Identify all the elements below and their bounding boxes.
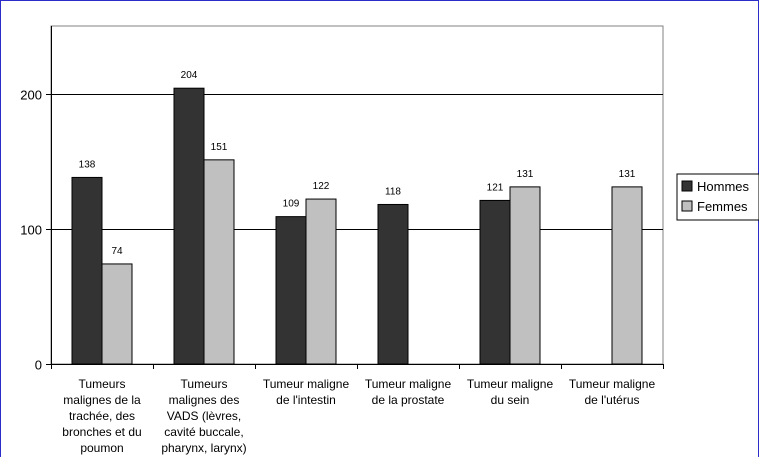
legend-label-hommes: Hommes (697, 179, 750, 194)
category-label-line: du sein (491, 393, 530, 407)
y-tick-label: 200 (20, 88, 42, 103)
category-label-line: malignes des (169, 393, 240, 407)
category-label: Tumeur maligne de l'utérus (569, 377, 656, 407)
y-tick-label: 0 (35, 358, 42, 373)
bar-hommes (275, 216, 307, 365)
category-label-line: malignes de la (63, 393, 141, 407)
x-axis: Tumeurs malignes de la trachée, des bronche… (51, 364, 664, 455)
category-label-line: Tumeur maligne (263, 377, 350, 391)
category-label-line: de l'intestin (276, 393, 336, 407)
legend-label-femmes: Femmes (697, 199, 748, 214)
gridlines (51, 94, 663, 230)
bar-hommes (479, 199, 511, 365)
data-label: 122 (313, 181, 330, 192)
category-label-line: de l'utérus (585, 393, 640, 407)
y-axis: 0 100 200 (20, 26, 52, 373)
category-label-line: Tumeur maligne (569, 377, 656, 391)
data-labels: 138 204 109 118 121 74 151 122 131 131 (79, 70, 636, 257)
category-label-line: bronches et du (62, 425, 141, 439)
category-label-line: poumon (80, 441, 123, 455)
bar-hommes (71, 176, 103, 365)
data-label: 109 (283, 199, 300, 210)
data-label: 151 (211, 142, 228, 153)
bars (71, 87, 643, 365)
data-label: 118 (385, 186, 401, 197)
bar-hommes (377, 203, 409, 365)
data-label: 204 (181, 70, 198, 81)
category-label-line: trachée, des (69, 409, 135, 423)
category-label: Tumeur maligne de l'intestin (263, 377, 350, 407)
category-label-line: Tumeur maligne (467, 377, 554, 391)
bar-femmes (305, 198, 337, 365)
bar-femmes (203, 159, 235, 365)
legend-swatch-femmes (681, 200, 693, 212)
category-label-line: Tumeurs (181, 377, 228, 391)
legend: Hommes Femmes (676, 173, 759, 221)
category-label: Tumeurs malignes des VADS (lèvres, cavité b… (161, 377, 246, 455)
data-label: 74 (111, 246, 123, 257)
category-label-line: VADS (lèvres, (167, 409, 241, 423)
bar-femmes (101, 263, 133, 365)
category-label-line: cavité buccale, (164, 425, 243, 439)
category-label-line: Tumeurs (79, 377, 126, 391)
bar-femmes (509, 186, 541, 365)
category-label-line: pharynx, larynx) (161, 441, 246, 455)
category-label-line: de la prostate (372, 393, 445, 407)
data-label: 121 (487, 182, 504, 193)
bar-hommes (173, 87, 205, 365)
legend-swatch-hommes (681, 180, 693, 192)
data-label: 131 (619, 169, 636, 180)
y-tick-label: 100 (20, 223, 42, 238)
category-label-line: Tumeur maligne (365, 377, 452, 391)
bar-femmes (611, 186, 643, 365)
category-label: Tumeur maligne de la prostate (365, 377, 452, 407)
data-label: 131 (517, 169, 534, 180)
plot-area (50, 25, 664, 365)
category-label: Tumeur maligne du sein (467, 377, 554, 407)
category-label: Tumeurs malignes de la trachée, des bronche… (62, 377, 141, 455)
data-label: 138 (79, 159, 96, 170)
